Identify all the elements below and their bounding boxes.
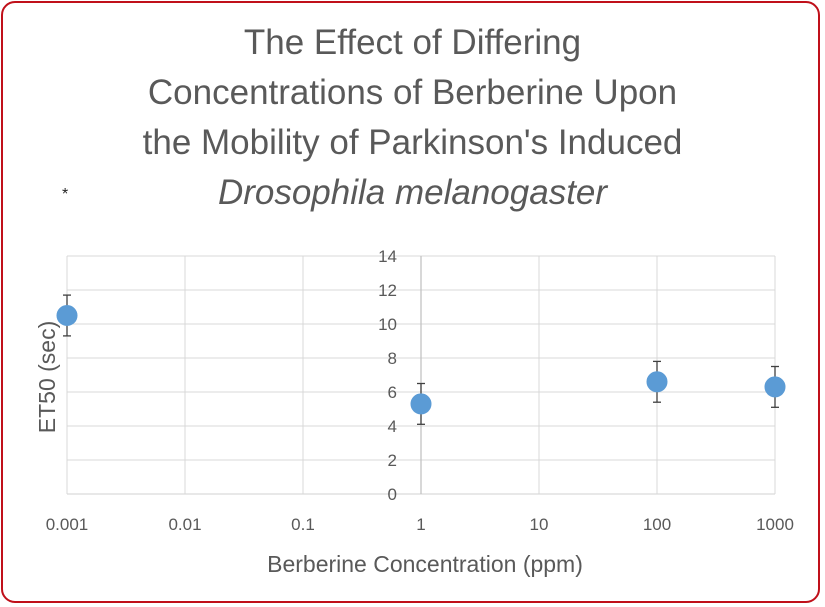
y-tick-label: 2: [388, 451, 397, 470]
y-tick-label: 8: [388, 349, 397, 368]
data-point-group: [764, 365, 786, 408]
data-point: [410, 393, 432, 415]
y-tick-label: 4: [388, 417, 397, 436]
chart-title: The Effect of Differing Concentrations o…: [60, 18, 765, 218]
y-axis-label: ET50 (sec): [34, 321, 60, 433]
data-points: [56, 294, 786, 425]
y-tick-label: 10: [378, 315, 397, 334]
x-tick-label: 1000: [756, 515, 794, 534]
x-tick-label: 1: [416, 515, 425, 534]
chart-title-line-1: The Effect of Differing: [243, 23, 582, 62]
y-tick-label: 14: [378, 247, 397, 266]
x-tick-label: 0.01: [168, 515, 201, 534]
data-point: [764, 376, 786, 398]
y-axis-ticks: 0 2 4 6 8 10 12 14: [378, 247, 397, 504]
x-tick-label: 100: [643, 515, 671, 534]
chart-title-line-3: the Mobility of Parkinson's Induced: [142, 123, 683, 162]
x-tick-label: 0.001: [46, 515, 89, 534]
chart-title-species: Drosophila melanogaster: [217, 173, 608, 212]
y-tick-label: 12: [378, 281, 397, 300]
x-axis-label: Berberine Concentration (ppm): [267, 551, 583, 577]
data-point-group: [646, 360, 668, 403]
gridlines: [66, 255, 776, 495]
x-tick-label: 0.1: [291, 515, 315, 534]
chart-title-line-2: Concentrations of Berberine Upon: [147, 73, 678, 112]
data-point: [56, 305, 78, 326]
data-point-group: [56, 294, 78, 337]
y-tick-label: 6: [388, 383, 397, 402]
data-point-group: [410, 382, 432, 425]
y-tick-label: 0: [388, 485, 397, 504]
x-axis-ticks: 0.001 0.01 0.1 1 10 100 1000: [46, 515, 794, 534]
data-point: [646, 371, 668, 393]
x-tick-label: 10: [530, 515, 549, 534]
annotation-asterisk: *: [62, 186, 69, 203]
